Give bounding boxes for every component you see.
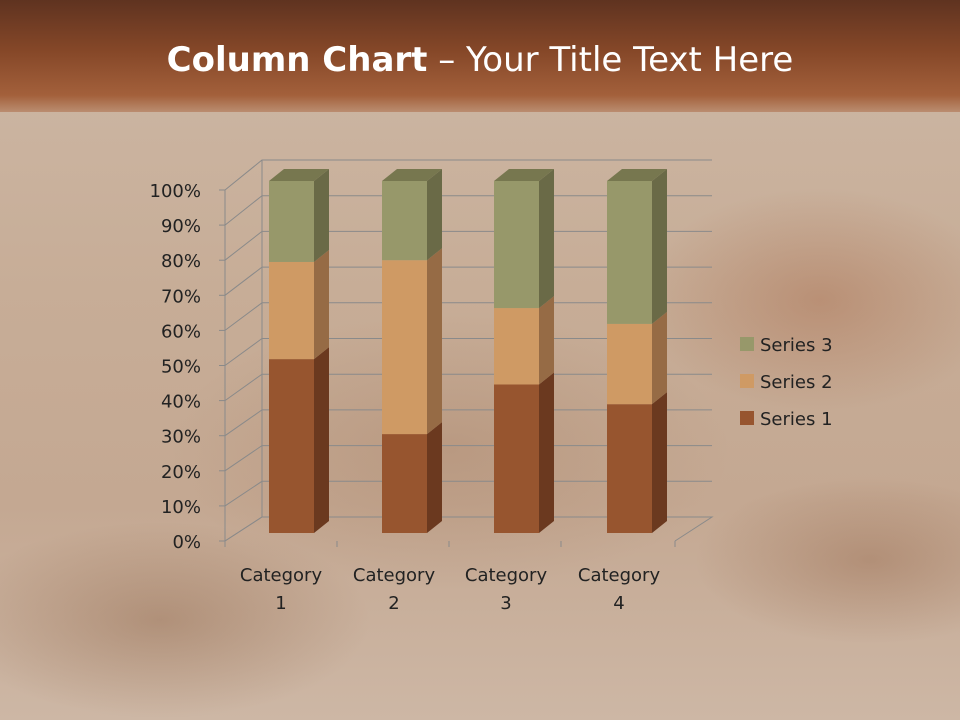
bar-side xyxy=(314,169,329,262)
x-tick-label: Category xyxy=(465,565,548,586)
bar-segment xyxy=(382,181,427,261)
x-tick-label: Category xyxy=(353,565,436,586)
slide-title: Column Chart – Your Title Text Here xyxy=(0,40,960,80)
y-tick-label: 100% xyxy=(150,181,201,202)
y-tick-label: 20% xyxy=(161,462,201,483)
bar-top xyxy=(607,169,667,181)
bar-segment xyxy=(607,323,652,405)
y-tick-label: 50% xyxy=(161,357,201,378)
title-bar xyxy=(0,0,960,112)
bar-side xyxy=(539,372,554,533)
legend-swatch xyxy=(740,411,754,425)
bar-segment xyxy=(494,308,539,385)
bar-side xyxy=(652,169,667,324)
bar-segment xyxy=(382,260,427,435)
y-tick-label: 90% xyxy=(161,216,201,237)
bar-segment xyxy=(382,434,427,533)
bar-side xyxy=(314,249,329,360)
y-tick-label: 70% xyxy=(161,286,201,307)
bar-side xyxy=(314,347,329,533)
x-tick-label: 4 xyxy=(613,593,624,614)
x-tick-label: Category xyxy=(240,565,323,586)
bar-side xyxy=(539,169,554,309)
x-tick-label: 1 xyxy=(275,593,286,614)
x-tick-label: 3 xyxy=(500,593,511,614)
bar-side xyxy=(427,169,442,261)
y-tick-label: 80% xyxy=(161,251,201,272)
y-tick-label: 30% xyxy=(161,427,201,448)
bar-segment xyxy=(494,181,539,309)
title-rest: – Your Title Text Here xyxy=(427,40,794,80)
bar-side xyxy=(652,311,667,405)
legend-swatch xyxy=(740,337,754,351)
bar-segment xyxy=(607,404,652,533)
x-tick-label: 2 xyxy=(388,593,399,614)
bar-side xyxy=(427,248,442,435)
y-tick-label: 10% xyxy=(161,497,201,518)
x-tick-label: Category xyxy=(578,565,661,586)
legend-swatch xyxy=(740,374,754,388)
y-tick-label: 60% xyxy=(161,321,201,342)
legend-label: Series 2 xyxy=(760,372,833,393)
legend-label: Series 1 xyxy=(760,409,833,430)
bar-segment xyxy=(494,384,539,533)
bar-segment xyxy=(607,181,652,324)
bar-segment xyxy=(269,181,314,262)
bar-top xyxy=(494,169,554,181)
bar-top xyxy=(382,169,442,181)
bar-segment xyxy=(269,261,314,360)
legend-label: Series 3 xyxy=(760,335,833,356)
bar-segment xyxy=(269,359,314,533)
y-tick-label: 0% xyxy=(172,532,201,553)
bar-side xyxy=(539,296,554,385)
y-tick-label: 40% xyxy=(161,392,201,413)
bar-top xyxy=(269,169,329,181)
bar-side xyxy=(652,392,667,533)
bar-side xyxy=(427,422,442,533)
title-bold: Column Chart xyxy=(166,40,428,80)
